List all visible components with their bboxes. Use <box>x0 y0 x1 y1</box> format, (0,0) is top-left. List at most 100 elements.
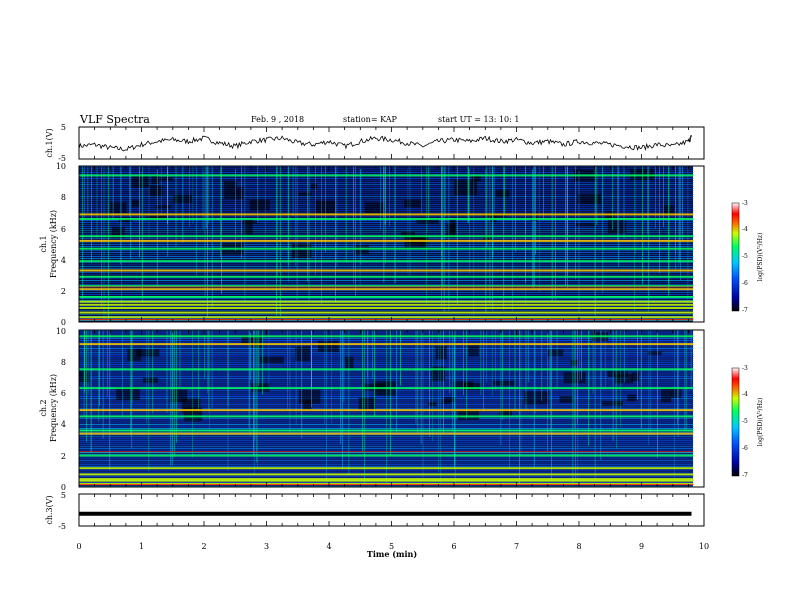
start-ut-label: start UT = 13: 10: 1 <box>438 115 519 124</box>
dark-spectral-patch <box>647 351 662 356</box>
dark-spectral-patch <box>563 372 586 384</box>
ch1-ytick-top: 5 <box>61 123 66 132</box>
spectral-noise-row <box>79 314 694 315</box>
spectral-noise-row <box>79 268 694 269</box>
ch3-ytick-top: 5 <box>61 491 66 500</box>
dark-spectral-patch <box>524 391 549 405</box>
ch1-ytick-6: 6 <box>61 225 66 234</box>
ch1-waveform-line <box>78 135 692 152</box>
ch1-colorbar-gradient <box>731 202 740 312</box>
spectral-noise-row <box>79 172 694 173</box>
dark-spectral-patch <box>670 388 682 398</box>
dark-spectral-patch <box>577 194 601 204</box>
spectral-noise-row <box>79 282 694 283</box>
frequency-band <box>79 288 694 291</box>
spectral-noise-row <box>79 224 694 225</box>
frequency-band-red <box>79 451 694 453</box>
spectral-noise-row <box>79 228 694 229</box>
ch2-cb-tick-m3: -3 <box>742 365 748 372</box>
spectral-noise-row <box>79 220 694 221</box>
ch1-ylabel-frequency: Frequency (kHz) <box>49 210 58 278</box>
ch2-spectrogram-image <box>78 330 694 487</box>
x-tick-label: 8 <box>576 542 581 551</box>
spectral-noise-row <box>79 196 694 197</box>
dark-spectral-patch <box>661 387 672 403</box>
dark-spectral-patch <box>547 349 564 357</box>
spectral-noise-row <box>79 210 694 211</box>
spectral-noise-row <box>79 284 694 285</box>
x-tick-label: 4 <box>326 542 331 551</box>
ch2-ytick-2: 2 <box>61 452 66 461</box>
dark-spectral-patch <box>416 218 439 224</box>
dark-spectral-patch <box>442 400 451 405</box>
ch2-ytick-0: 0 <box>61 483 66 492</box>
frequency-band <box>79 482 694 485</box>
ch3-waveform-panel: 5 -5 ch.3(V) <box>45 491 705 531</box>
spectral-noise-row <box>79 292 694 293</box>
ch3-ylabel: ch.3(V) <box>45 495 54 524</box>
frequency-band <box>79 454 694 457</box>
dark-spectral-patch <box>404 235 428 250</box>
dark-spectral-patch <box>443 397 456 403</box>
spectral-noise-row <box>79 294 694 295</box>
dark-spectral-patch <box>364 202 385 215</box>
spectral-noise-row <box>79 202 694 203</box>
ch1-ylabel-channel: ch.1 <box>39 235 48 252</box>
dark-spectral-patch <box>607 371 629 377</box>
spectral-noise-row <box>79 298 694 299</box>
time-axis-label: Time (min) <box>367 549 417 559</box>
ch2-colorbar: -3 -4 -5 -6 -7 log(PSD)(V²/Hz) <box>731 365 764 479</box>
dark-spectral-patch <box>605 211 615 220</box>
x-tick-label: 7 <box>514 542 519 551</box>
dark-spectral-patch <box>483 235 493 242</box>
ch1-ytick-0: 0 <box>61 318 66 327</box>
ch1-ytick-2: 2 <box>61 287 66 296</box>
frequency-band <box>79 296 694 298</box>
spectral-noise-row <box>79 266 694 267</box>
dark-spectral-patch <box>454 180 477 196</box>
spectral-noise-row <box>79 194 694 195</box>
frequency-band <box>79 307 694 309</box>
ch1-cb-tick-m7: -7 <box>742 307 748 314</box>
ch2-spectrogram-panel: 0 2 4 6 8 10 ch.2 Frequency (kHz) <box>39 327 705 492</box>
frequency-band <box>79 343 694 346</box>
frequency-band <box>79 269 694 272</box>
frequency-band <box>79 300 694 303</box>
dark-spectral-patch <box>116 387 140 401</box>
dark-spectral-patch <box>130 176 150 188</box>
frequency-band <box>79 387 694 390</box>
spectral-noise-row <box>79 190 694 191</box>
dark-spectral-patch <box>260 356 284 364</box>
spectral-noise-row <box>79 246 694 247</box>
ch2-ylabel-channel: ch.2 <box>39 399 48 416</box>
dark-spectral-patch <box>575 223 596 227</box>
spectral-noise-row <box>79 274 694 275</box>
dark-spectral-patch <box>463 383 481 391</box>
time-axis-labels: 0 1 2 3 4 5 6 7 8 9 10 <box>76 542 709 551</box>
ch1-colorbar: -3 -4 -5 -6 -7 log(PSD)(V²/Hz) <box>731 200 764 314</box>
ch1-cb-tick-m3: -3 <box>742 200 748 207</box>
spectral-noise-row <box>79 280 694 281</box>
spectral-noise-row <box>79 234 694 235</box>
spectral-noise-row <box>79 290 694 291</box>
spectral-noise-row <box>79 208 694 209</box>
dark-spectral-patch <box>401 231 415 238</box>
dark-spectral-patch <box>292 243 312 259</box>
x-tick-label: 9 <box>639 542 644 551</box>
spectral-noise-row <box>79 252 694 253</box>
dark-spectral-patch <box>295 346 311 362</box>
x-tick-label: 3 <box>264 542 269 551</box>
dark-spectral-patch <box>110 202 127 214</box>
dark-spectral-patch <box>435 346 447 360</box>
spectral-noise-row <box>79 200 694 201</box>
spectral-noise-row <box>79 320 694 321</box>
dark-spectral-patch <box>631 372 639 381</box>
frequency-band <box>79 335 694 338</box>
dark-spectral-patch <box>224 180 237 188</box>
frequency-band <box>79 409 694 412</box>
ch1-colorbar-label: log(PSD)(V²/Hz) <box>757 233 764 282</box>
ch3-ytick-bottom: -5 <box>58 522 66 531</box>
spectral-noise-row <box>79 278 694 279</box>
ch1-cb-tick-m6: -6 <box>742 280 748 287</box>
dark-spectral-patch <box>315 200 336 214</box>
